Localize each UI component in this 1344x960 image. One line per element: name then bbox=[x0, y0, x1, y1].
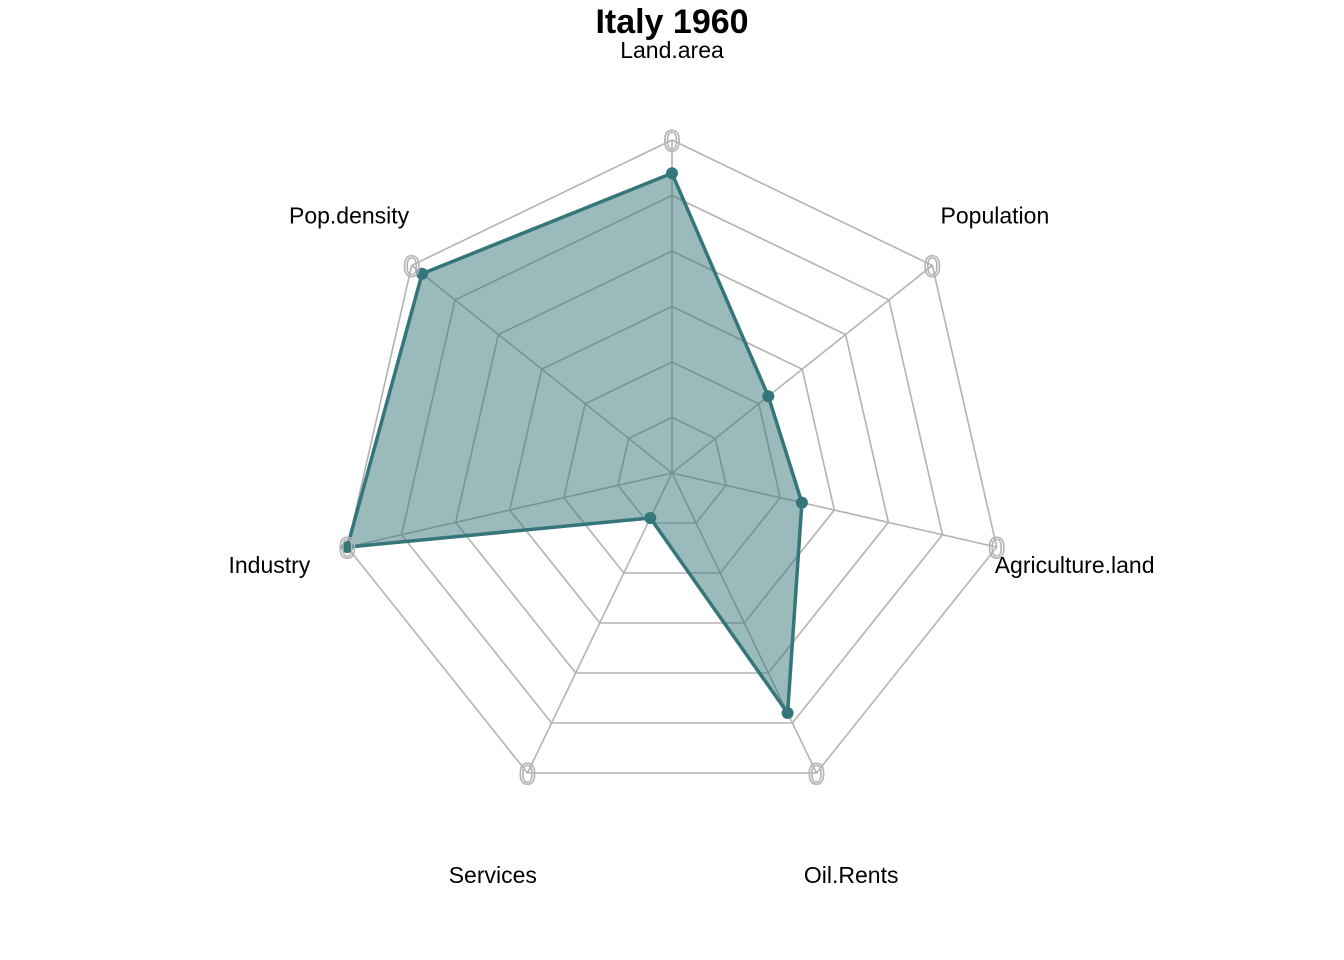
axis-label-agriculture-land: Agriculture.land bbox=[995, 552, 1155, 578]
chart-title: Italy 1960 bbox=[595, 3, 748, 41]
axis-labels: Land.area Population Agriculture.land Oil.R… bbox=[228, 37, 1154, 888]
axis-label-pop-density: Pop.density bbox=[289, 203, 410, 229]
axis-label-services: Services bbox=[449, 862, 537, 888]
axis-tick-labels: 0 0 0 0 0 0 0 bbox=[338, 124, 1006, 792]
data-point-agriculture-land bbox=[795, 496, 808, 509]
tick-label-population: 0 bbox=[924, 250, 941, 283]
data-point-land-area bbox=[666, 167, 678, 180]
axis-label-population: Population bbox=[941, 203, 1050, 229]
axis-label-industry: Industry bbox=[228, 552, 310, 578]
axis-label-land-area: Land.area bbox=[620, 37, 724, 63]
data-point-oil-rents bbox=[781, 707, 794, 719]
axis-label-oil-rents: Oil.Rents bbox=[804, 862, 899, 888]
grid-ring-6 bbox=[346, 139, 998, 774]
tick-label-pop-density: 0 bbox=[403, 250, 420, 283]
data-point-population bbox=[762, 390, 775, 403]
tick-label-agriculture-land: 0 bbox=[988, 532, 1005, 565]
data-point-services bbox=[644, 512, 657, 524]
tick-label-industry: 0 bbox=[339, 532, 356, 565]
tick-label-oil-rents: 0 bbox=[808, 758, 825, 791]
data-point-industry bbox=[341, 541, 354, 554]
tick-label-services: 0 bbox=[519, 758, 536, 791]
tick-label-land-area: 0 bbox=[664, 125, 681, 158]
series-area-0 bbox=[345, 171, 804, 715]
series-layer bbox=[341, 167, 808, 719]
data-point-pop-density bbox=[416, 267, 429, 280]
